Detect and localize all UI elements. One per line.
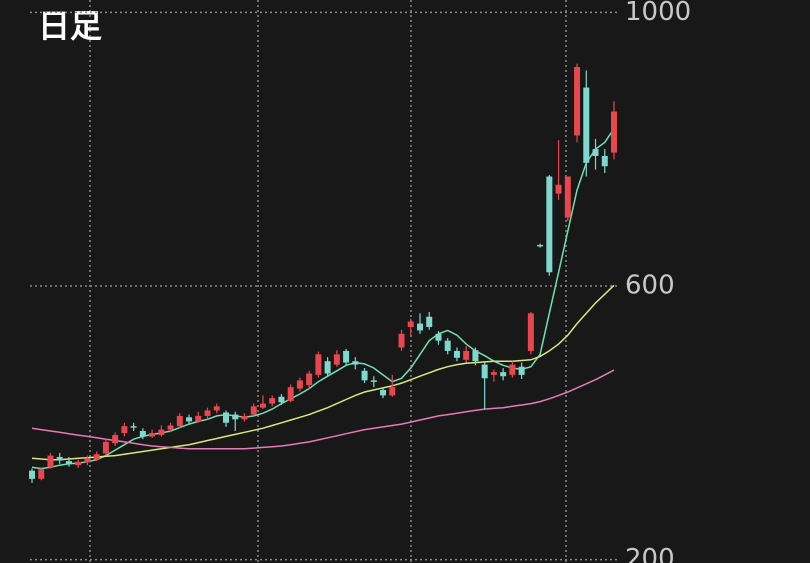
ma-line: [31, 128, 615, 470]
candle-body: [601, 155, 608, 167]
candle-body: [223, 412, 229, 423]
ma-line: [31, 369, 615, 450]
candle-body: [47, 455, 54, 468]
candle-body: [463, 350, 470, 360]
candle-body: [361, 370, 368, 381]
candle-body: [481, 364, 488, 379]
candle-body: [259, 403, 266, 408]
candle-body: [398, 333, 405, 348]
candle-body: [490, 372, 497, 375]
candle-body: [296, 380, 303, 389]
candle-body: [417, 323, 423, 331]
y-tick-label: 1000: [625, 0, 691, 27]
y-tick-label: 200: [625, 544, 675, 563]
candle-body: [343, 350, 350, 363]
candle-body: [130, 426, 137, 428]
y-tick-label: 600: [625, 270, 675, 300]
candle-body: [306, 373, 313, 386]
candle-body: [324, 361, 331, 374]
candle-body: [139, 430, 146, 437]
candle-body: [121, 426, 128, 434]
candle-body: [186, 417, 193, 422]
candle-body: [195, 415, 202, 422]
candle-body: [65, 461, 72, 464]
candle-body: [592, 149, 599, 156]
candle-body: [435, 333, 442, 341]
vertical-grid: [89, 0, 567, 563]
candle-body: [232, 414, 239, 420]
ma-line: [31, 284, 615, 461]
candle-body: [527, 313, 534, 351]
candle-body: [112, 435, 119, 444]
candle-body: [583, 87, 590, 163]
candle-body: [56, 456, 63, 461]
candle-body: [102, 441, 109, 454]
candle-body: [574, 67, 581, 136]
candle-body: [167, 425, 174, 430]
candle-body: [546, 176, 553, 273]
candle-body: [213, 406, 220, 411]
candle-body: [389, 387, 396, 396]
candle-body: [250, 406, 257, 415]
candle-body: [93, 454, 100, 460]
candle-body: [370, 380, 377, 382]
candle-body: [537, 244, 544, 247]
candle-body: [315, 354, 322, 375]
candle-body: [84, 458, 91, 463]
candle-body: [269, 398, 276, 404]
candle-body: [611, 111, 617, 153]
candle-body: [352, 361, 359, 365]
candle-body: [158, 429, 165, 436]
candle-body: [176, 415, 183, 427]
candle-body: [444, 340, 451, 351]
candle-body: [472, 350, 479, 362]
candle-body: [453, 350, 460, 358]
candle-body: [241, 415, 248, 420]
candle-body: [204, 410, 211, 416]
candle-body: [38, 469, 45, 479]
candle-body: [278, 396, 285, 403]
candle-body: [426, 316, 433, 327]
candle-body: [509, 364, 516, 375]
candle-body: [29, 470, 35, 479]
candle-body: [555, 184, 562, 194]
candle-body: [333, 354, 340, 365]
candle-body: [75, 461, 82, 466]
candle-body: [407, 321, 414, 327]
candle-body: [380, 389, 387, 396]
candle-body: [500, 372, 507, 377]
candle-body: [564, 176, 571, 218]
candle-body: [518, 366, 525, 375]
candle-body: [149, 433, 156, 437]
candle-body: [287, 387, 294, 401]
chart-title: 日足: [38, 7, 102, 45]
